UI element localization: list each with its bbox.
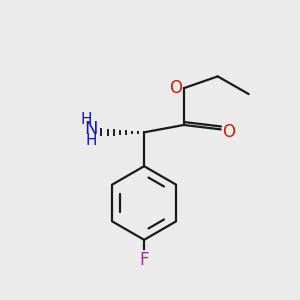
Text: O: O (169, 79, 182, 97)
Text: H: H (85, 133, 97, 148)
Text: H: H (80, 112, 92, 128)
Text: F: F (140, 251, 149, 269)
Text: N: N (84, 120, 98, 138)
Text: O: O (222, 123, 236, 141)
